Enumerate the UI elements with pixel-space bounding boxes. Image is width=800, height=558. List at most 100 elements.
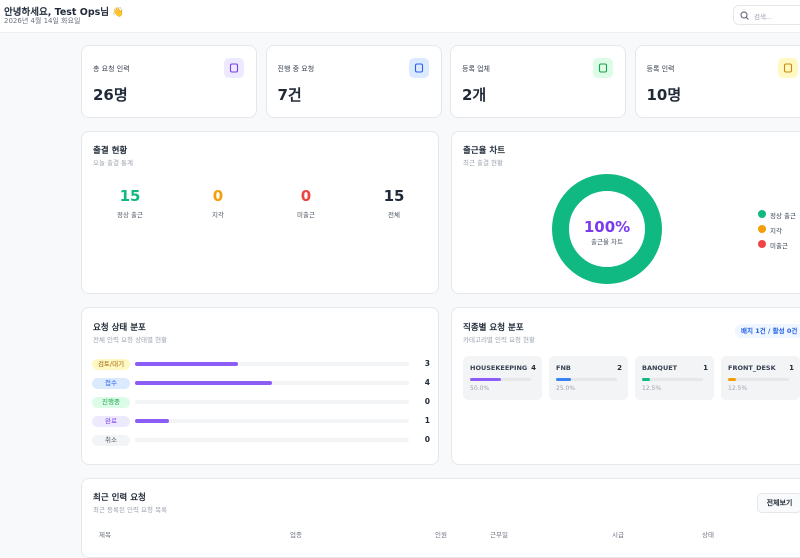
- attendance-label: 전체: [364, 209, 424, 219]
- status-pill: 검토/대기: [92, 359, 130, 370]
- legend-swatch: [758, 240, 766, 248]
- attendance-label: 정상 출근: [100, 209, 160, 219]
- card-subtitle: 카테고리별 인력 요청 현황: [463, 334, 535, 344]
- category-name: HOUSEKEEPING: [470, 364, 527, 372]
- stat-card: 등록 인력 10명: [635, 45, 800, 118]
- bar-track: [728, 378, 789, 381]
- legend-label: 미출근: [770, 240, 788, 250]
- icon-glyph: [778, 58, 798, 78]
- category-percent: 25.0%: [556, 385, 575, 392]
- category-percent: 12.5%: [728, 385, 747, 392]
- category-tile: HOUSEKEEPING 4 50.0%: [463, 356, 542, 400]
- category-card: 직종별 요청 분포 카테고리별 인력 요청 현황 배치 1건 / 활성 0건 H…: [451, 307, 800, 465]
- category-tile: FRONT_DESK 1 12.5%: [721, 356, 800, 400]
- category-count: 1: [703, 364, 708, 372]
- status-count: 4: [402, 378, 430, 387]
- search-box[interactable]: 검색...: [733, 5, 800, 25]
- page: 안녕하세요, Test Ops님 👋 2026년 4월 14일 화요일 검색..…: [0, 0, 800, 533]
- icon-glyph: [593, 58, 613, 78]
- stat-icon: [409, 58, 429, 78]
- status-count: 0: [402, 435, 430, 444]
- bar: [470, 378, 501, 381]
- table-header: 시급: [612, 529, 624, 539]
- status-count: 3: [402, 359, 430, 368]
- bar-track: [135, 419, 409, 423]
- bar: [728, 378, 736, 381]
- status-pill: 진행중: [92, 397, 130, 408]
- card-subtitle: 최근 등록된 인력 요청 목록: [93, 504, 167, 514]
- card-title: 직종별 요청 분포: [463, 321, 524, 333]
- card-subtitle: 오늘 출결 통계: [93, 157, 133, 167]
- status-pill: 취소: [92, 435, 130, 446]
- dashboard: 안녕하세요, Test Ops님 👋 2026년 4월 14일 화요일 검색..…: [0, 0, 800, 533]
- icon-glyph: [224, 58, 244, 78]
- status-card: 요청 상태 분포 전체 인력 요청 상태별 현황 검토/대기 3 접수 4 진행중 0 완료…: [81, 307, 439, 465]
- legend-swatch: [758, 225, 766, 233]
- table-header: 업종: [290, 529, 302, 539]
- badge: 배치 1건 / 활성 0건: [735, 324, 800, 338]
- attendance-value: 15: [364, 187, 424, 205]
- card-subtitle: 전체 인력 요청 상태별 현황: [93, 334, 167, 344]
- stat-value: 26명: [93, 84, 128, 105]
- stat-card: 진행 중 요청 7건: [266, 45, 442, 118]
- bar-track: [135, 438, 409, 442]
- attendance-label: 미출근: [276, 209, 336, 219]
- search-placeholder: 검색...: [754, 11, 772, 21]
- category-tile: BANQUET 1 12.5%: [635, 356, 714, 400]
- stat-card: 등록 업체 2개: [450, 45, 626, 118]
- category-tile: FNB 2 25.0%: [549, 356, 628, 400]
- top-bar: 안녕하세요, Test Ops님 👋 2026년 4월 14일 화요일 검색..…: [0, 0, 800, 33]
- icon-glyph: [409, 58, 429, 78]
- bar: [556, 378, 571, 381]
- attendance-value: 15: [100, 187, 160, 205]
- table-header: 근무일: [490, 529, 508, 539]
- card-title: 최근 인력 요청: [93, 491, 146, 503]
- category-name: BANQUET: [642, 364, 677, 372]
- attendance-label: 지각: [188, 209, 248, 219]
- table-header: 제목: [99, 529, 111, 539]
- donut-chart: [452, 132, 800, 294]
- stat-icon: [224, 58, 244, 78]
- center-label: 출근율 차트: [557, 236, 657, 246]
- category-count: 2: [617, 364, 622, 372]
- bar: [135, 381, 272, 385]
- stat-value: 10명: [647, 84, 682, 105]
- center-value: 100%: [557, 218, 657, 236]
- view-all-button[interactable]: 전체보기: [757, 493, 800, 513]
- stat-value: 2개: [462, 84, 486, 105]
- category-count: 1: [789, 364, 794, 372]
- status-count: 1: [402, 416, 430, 425]
- card-title: 출결 현황: [93, 144, 127, 156]
- search-icon: [740, 11, 749, 20]
- status-pill: 접수: [92, 378, 130, 389]
- status-pill: 완료: [92, 416, 130, 427]
- table-header: 상태: [702, 529, 714, 539]
- date: 2026년 4월 14일 화요일: [4, 16, 81, 26]
- bar: [642, 378, 650, 381]
- stat-value: 7건: [278, 84, 302, 105]
- attendance-value: 0: [276, 187, 336, 205]
- category-percent: 12.5%: [642, 385, 661, 392]
- card-title: 요청 상태 분포: [93, 321, 146, 333]
- attendance-card: 출결 현황 오늘 출결 통계 15 정상 출근 0 지각 0 미출근 15 전체: [81, 131, 439, 294]
- stat-label: 등록 인력: [647, 64, 675, 74]
- attendance-value: 0: [188, 187, 248, 205]
- category-name: FRONT_DESK: [728, 364, 776, 372]
- category-name: FNB: [556, 364, 571, 372]
- bar-track: [642, 378, 703, 381]
- stat-label: 등록 업체: [462, 64, 490, 74]
- stat-icon: [778, 58, 798, 78]
- category-count: 4: [531, 364, 536, 372]
- status-count: 0: [402, 397, 430, 406]
- category-percent: 50.0%: [470, 385, 489, 392]
- legend-label: 지각: [770, 225, 782, 235]
- bar-track: [135, 400, 409, 404]
- legend-swatch: [758, 210, 766, 218]
- legend-label: 정상 출근: [770, 210, 796, 220]
- stat-label: 진행 중 요청: [278, 64, 315, 74]
- bar: [135, 419, 169, 423]
- stat-icon: [593, 58, 613, 78]
